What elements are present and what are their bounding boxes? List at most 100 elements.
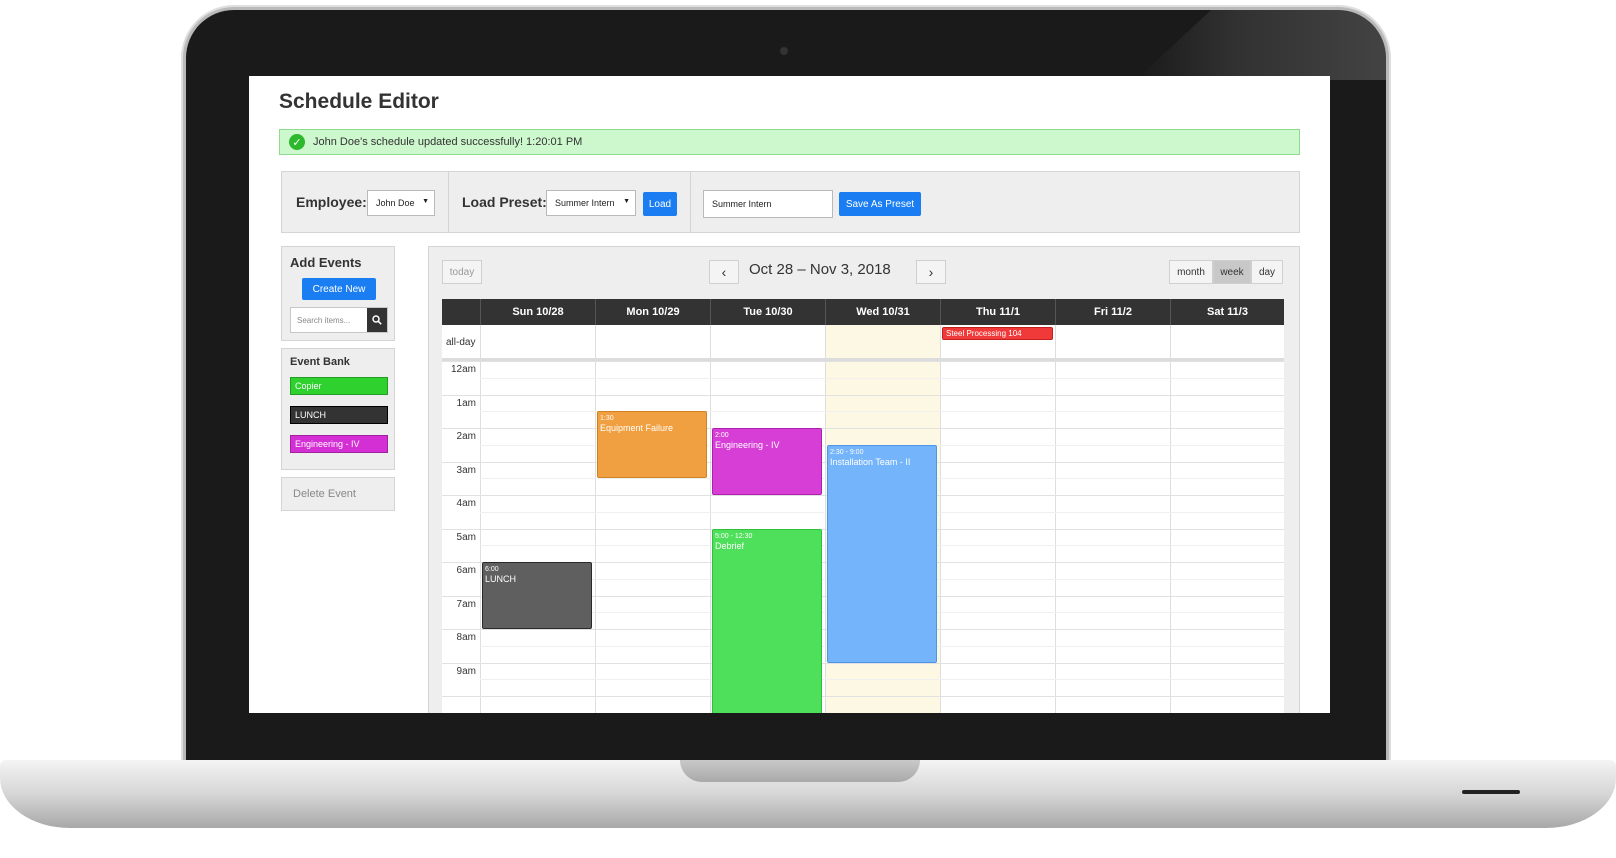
day-header: Mon 10/29 — [595, 299, 710, 325]
month-view-button[interactable]: month — [1169, 260, 1213, 284]
event-title: Engineering - IV — [715, 440, 780, 450]
all-day-separator — [442, 358, 1284, 361]
day-header-row: Sun 10/28 Mon 10/29 Tue 10/30 Wed 10/31 Thu … — [442, 299, 1284, 325]
time-label: 5am — [456, 531, 476, 543]
time-label: 4am — [456, 498, 476, 509]
time-label: 9am — [456, 665, 476, 677]
date-range: Oct 28 – Nov 3, 2018 — [749, 261, 891, 278]
toolbar-separator — [448, 172, 449, 232]
calendar: today ‹ Oct 28 – Nov 3, 2018 › month wee… — [428, 246, 1300, 713]
day-header: Wed 10/31 — [825, 299, 940, 325]
chevron-right-icon: › — [928, 264, 934, 280]
calendar-event[interactable]: 2:30 - 9:00 Installation Team - II — [827, 444, 937, 663]
time-label: 1am — [456, 397, 476, 409]
event-time: 5:00 - 12:30 — [715, 532, 753, 540]
event-bank-item[interactable]: LUNCH — [290, 406, 388, 424]
day-header: Sun 10/28 — [480, 299, 595, 325]
preset-name-input[interactable]: Summer Intern — [703, 190, 833, 218]
dropdown-caret-icon: ▼ — [623, 198, 630, 205]
day-header: Sat 11/3 — [1170, 299, 1284, 325]
search-box[interactable]: Search items... — [290, 307, 388, 333]
next-week-button[interactable]: › — [916, 260, 946, 284]
event-time: 2:00 — [715, 432, 729, 439]
preset-name-value: Summer Intern — [712, 199, 772, 209]
hour-line — [442, 361, 1284, 362]
event-title: Equipment Failure — [600, 423, 674, 434]
search-button[interactable] — [367, 308, 387, 332]
hour-line — [442, 662, 1284, 664]
success-alert: ✓ John Doe's schedule updated successful… — [279, 129, 1300, 155]
hour-line — [442, 394, 1284, 396]
load-button[interactable]: Load — [643, 192, 677, 216]
laptop-slot — [1462, 790, 1520, 794]
column-divider — [825, 325, 826, 713]
laptop-notch — [680, 760, 920, 782]
webcam — [780, 47, 788, 55]
column-divider — [595, 325, 596, 713]
create-new-button[interactable]: Create New — [302, 278, 376, 300]
lid-glare — [1136, 10, 1386, 80]
employee-select[interactable]: John Doe ▼ — [367, 190, 435, 216]
add-events-title: Add Events — [290, 255, 362, 270]
event-time: 6:00 — [485, 566, 499, 573]
preset-select[interactable]: Summer Intern ▼ — [546, 190, 636, 216]
all-day-event[interactable]: Steel Processing 104 — [942, 327, 1053, 340]
event-time: 1:30 — [600, 415, 614, 423]
view-switcher: month week day — [1169, 260, 1283, 284]
search-icon — [372, 315, 382, 325]
delete-event-button[interactable]: Delete Event — [281, 477, 395, 511]
toolbar-separator — [690, 172, 691, 232]
hour-line — [442, 428, 1284, 429]
calendar-event[interactable]: 2:00 Engineering - IV — [712, 428, 822, 495]
page-title: Schedule Editor — [279, 90, 439, 113]
half-hour-line — [480, 377, 1284, 379]
event-bank-item[interactable]: Engineering - IV — [290, 435, 388, 453]
event-title: Debrief — [715, 540, 745, 551]
column-divider — [940, 325, 941, 713]
today-button[interactable]: today — [442, 260, 482, 284]
load-preset-label: Load Preset: — [462, 194, 547, 210]
column-divider — [480, 325, 481, 713]
half-hour-line — [480, 411, 1284, 413]
employee-label: Employee: — [296, 194, 367, 210]
column-divider — [710, 325, 711, 713]
day-header: Thu 11/1 — [940, 299, 1055, 325]
day-header: Tue 10/30 — [710, 299, 825, 325]
time-label: 6am — [456, 565, 476, 576]
add-events-panel: Add Events Create New Search items... — [281, 246, 395, 341]
save-as-preset-button[interactable]: Save As Preset — [839, 192, 921, 216]
week-grid: Sun 10/28 Mon 10/29 Tue 10/30 Wed 10/31 Thu … — [442, 299, 1284, 713]
employee-select-value: John Doe — [376, 198, 415, 208]
week-view-button[interactable]: week — [1213, 260, 1251, 284]
event-bank-title: Event Bank — [290, 356, 350, 368]
time-label: 7am — [456, 598, 476, 610]
hour-line — [442, 696, 1284, 697]
dropdown-caret-icon: ▼ — [422, 198, 429, 205]
preset-select-value: Summer Intern — [555, 198, 615, 208]
half-hour-line — [480, 679, 1284, 681]
alert-text: John Doe's schedule updated successfully… — [313, 136, 583, 148]
all-day-label: all-day — [446, 337, 476, 348]
event-title: LUNCH — [485, 574, 517, 584]
time-label: 12am — [450, 364, 476, 375]
calendar-event[interactable]: 1:30 Equipment Failure — [597, 411, 707, 479]
column-divider — [1055, 325, 1056, 713]
schedule-toolbar: Employee: John Doe ▼ Load Preset: Summer… — [281, 171, 1300, 233]
day-header: Fri 11/2 — [1055, 299, 1170, 325]
time-label: 2am — [456, 431, 476, 442]
time-label: 3am — [456, 464, 476, 476]
calendar-event[interactable]: 6:00 LUNCH — [482, 562, 592, 629]
time-label: 8am — [456, 632, 476, 643]
screen: Schedule Editor ✓ John Doe's schedule up… — [249, 76, 1330, 713]
prev-week-button[interactable]: ‹ — [709, 260, 739, 284]
column-divider — [1170, 325, 1171, 713]
event-bank-panel: Event Bank Copier LUNCH Engineering - IV — [281, 348, 395, 470]
search-input[interactable]: Search items... — [297, 316, 351, 325]
calendar-event[interactable]: 5:00 - 12:30 Debrief — [712, 528, 822, 713]
event-title: Installation Team - II — [830, 456, 911, 467]
event-time: 2:30 - 9:00 — [830, 448, 864, 456]
event-bank-item[interactable]: Copier — [290, 377, 388, 395]
day-view-button[interactable]: day — [1251, 260, 1283, 284]
check-circle-icon: ✓ — [289, 134, 305, 150]
chevron-left-icon: ‹ — [721, 264, 727, 280]
